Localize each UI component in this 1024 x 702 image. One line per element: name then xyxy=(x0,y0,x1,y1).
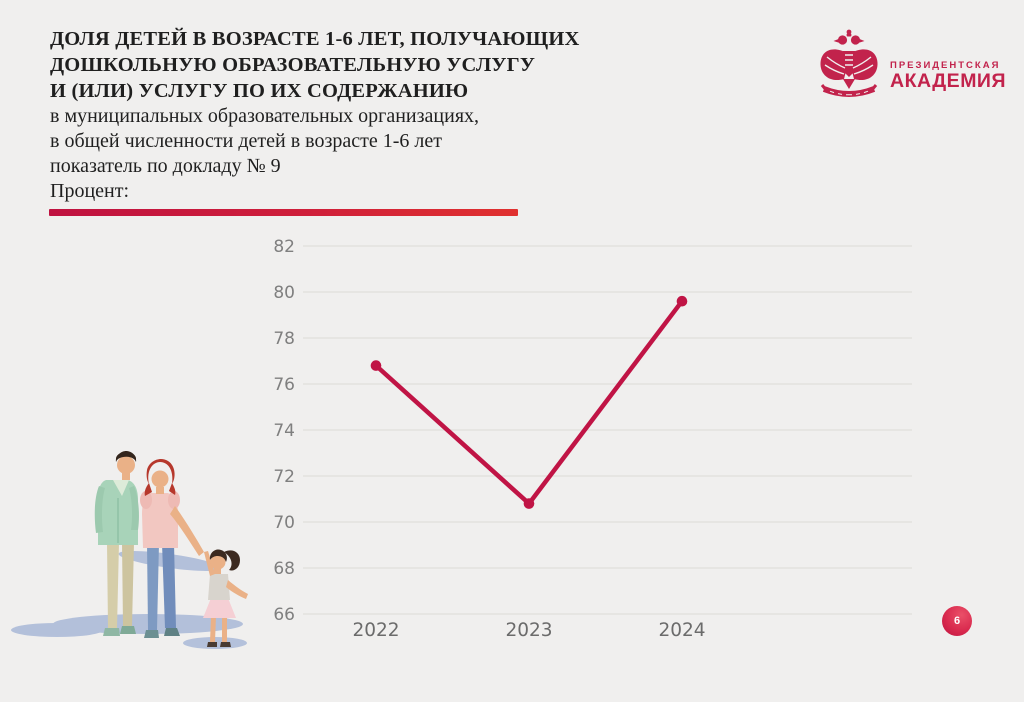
svg-text:70: 70 xyxy=(273,513,295,533)
unit-label: Процент: xyxy=(50,180,130,202)
woman-figure xyxy=(140,459,204,638)
double-headed-eagle-icon xyxy=(820,29,878,97)
title-block: ДОЛЯ ДЕТЕЙ В ВОЗРАСТЕ 1-6 ЛЕТ, ПОЛУЧАЮЩИ… xyxy=(50,26,670,203)
line-chart: 66 68 70 72 74 76 78 80 82 2022 2023 2024 xyxy=(260,228,920,642)
svg-text:72: 72 xyxy=(273,467,295,487)
subtitle-line: показатель по докладу № 9 xyxy=(50,155,281,177)
man-figure xyxy=(94,451,139,636)
x-axis-labels: 2022 2023 2024 xyxy=(352,620,705,641)
page-number: 6 xyxy=(953,615,961,627)
accent-divider-bar xyxy=(49,209,518,216)
data-point-markers xyxy=(370,295,688,509)
svg-text:2024: 2024 xyxy=(658,620,705,641)
y-gridlines xyxy=(303,245,912,615)
girl-figure xyxy=(203,549,248,647)
svg-text:66: 66 xyxy=(273,605,295,625)
family-illustration xyxy=(10,438,260,650)
title-line: И (ИЛИ) УСЛУГУ ПО ИХ СОДЕРЖАНИЮ xyxy=(50,80,469,102)
academy-logo: ПРЕЗИДЕНТСКАЯ АКАДЕМИЯ xyxy=(818,27,1006,103)
svg-text:76: 76 xyxy=(273,375,295,395)
y-tick-labels: 66 68 70 72 74 76 78 80 82 xyxy=(273,237,295,625)
series-line xyxy=(373,298,685,506)
svg-text:80: 80 xyxy=(273,283,295,303)
subtitle-line: в муниципальных образовательных организа… xyxy=(50,105,480,127)
logo-text: ПРЕЗИДЕНТСКАЯ АКАДЕМИЯ xyxy=(890,60,1006,92)
logo-line-academy: АКАДЕМИЯ xyxy=(890,70,1006,92)
svg-text:2023: 2023 xyxy=(505,620,552,641)
svg-text:74: 74 xyxy=(273,421,295,441)
subtitle-line: в общей численности детей в возрасте 1-6… xyxy=(50,130,442,152)
title-line: ДОШКОЛЬНУЮ ОБРАЗОВАТЕЛЬНУЮ УСЛУГУ xyxy=(50,54,536,76)
svg-text:82: 82 xyxy=(273,237,295,257)
svg-text:68: 68 xyxy=(273,559,295,579)
svg-text:78: 78 xyxy=(273,329,295,349)
svg-text:2022: 2022 xyxy=(352,620,399,641)
title-line: ДОЛЯ ДЕТЕЙ В ВОЗРАСТЕ 1-6 ЛЕТ, ПОЛУЧАЮЩИ… xyxy=(50,28,580,50)
logo-line-presidential: ПРЕЗИДЕНТСКАЯ xyxy=(890,60,1001,71)
page-number-badge: 6 xyxy=(942,606,972,636)
